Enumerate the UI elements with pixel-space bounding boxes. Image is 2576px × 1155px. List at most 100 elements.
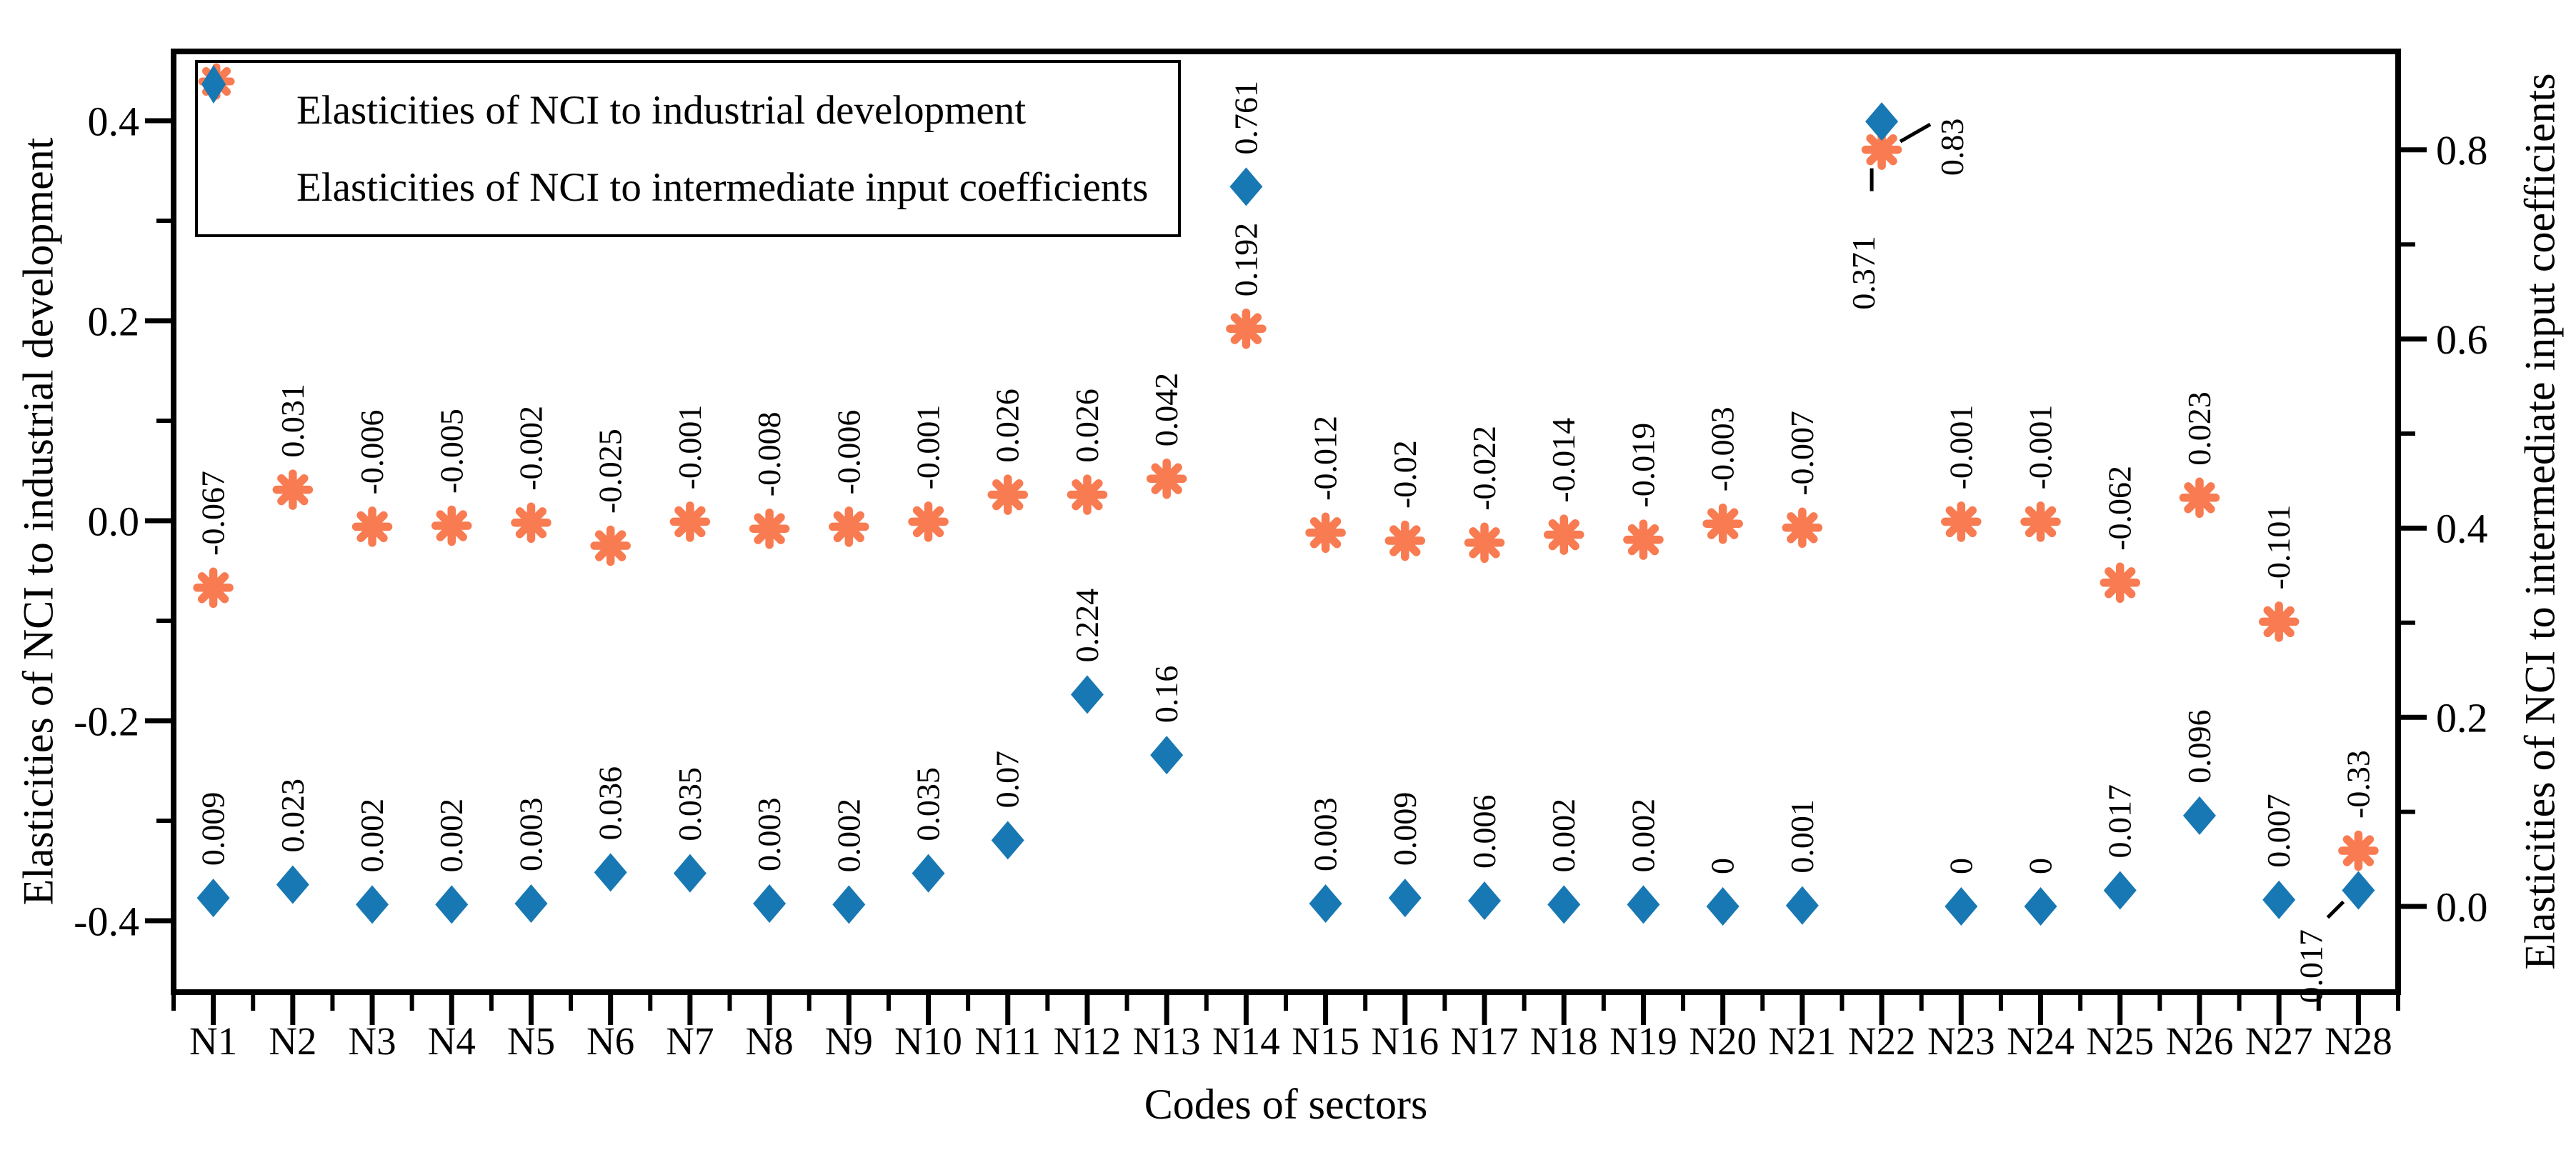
value-label-s1-N6: 0.036 — [592, 766, 629, 841]
marker-intermediate-N16 — [1388, 879, 1422, 918]
right-axis-tick-label: 0.2 — [2436, 695, 2488, 741]
value-label-s0-N2: 0.031 — [274, 384, 311, 458]
marker-industrial-N23 — [1941, 501, 1982, 542]
x-tick-label: N28 — [2325, 1019, 2392, 1063]
marker-industrial-N1 — [193, 567, 234, 609]
value-label-s0-N13: 0.042 — [1148, 373, 1184, 447]
marker-industrial-N21 — [1782, 507, 1823, 549]
marker-intermediate-N1 — [196, 879, 230, 918]
marker-industrial-N12 — [1067, 474, 1108, 515]
value-label-s0-N3: -0.006 — [354, 410, 390, 495]
value-label-s1-N26: 0.096 — [2181, 709, 2217, 784]
value-label-s1-N22: 0.83 — [1934, 119, 1970, 176]
x-tick-label: N6 — [586, 1019, 634, 1063]
marker-industrial-N18 — [1544, 514, 1584, 555]
value-label-s0-N8: -0.008 — [751, 411, 787, 496]
marker-intermediate-N13 — [1150, 736, 1184, 775]
value-label-s0-N19: -0.019 — [1624, 423, 1661, 508]
x-tick-label: N23 — [1927, 1019, 1995, 1063]
legend-label-intermediate: Elasticities of NCI to intermediate inpu… — [296, 164, 1149, 210]
marker-intermediate-N9 — [832, 885, 866, 924]
value-label-s0-N9: -0.006 — [830, 410, 867, 495]
value-label-s1-N19: 0.002 — [1624, 799, 1661, 873]
value-label-s1-N7: 0.035 — [672, 767, 708, 841]
marker-intermediate-N18 — [1547, 885, 1581, 924]
marker-intermediate-N14 — [1229, 167, 1263, 206]
marker-industrial-N10 — [908, 501, 949, 542]
marker-intermediate-N15 — [1309, 884, 1342, 924]
left-axis-tick-label: -0.4 — [74, 898, 139, 944]
marker-intermediate-N3 — [356, 885, 389, 924]
marker-intermediate-N11 — [991, 821, 1024, 860]
left-axis-tick-label: 0.2 — [88, 298, 140, 344]
x-tick-label: N17 — [1451, 1019, 1519, 1063]
leader-line — [2326, 900, 2345, 919]
value-label-s1-N20: 0 — [1704, 858, 1741, 874]
marker-industrial-N17 — [1464, 522, 1505, 564]
value-label-s0-N23: -0.001 — [1942, 405, 1979, 490]
right-axis-tick-label: 0.8 — [2436, 127, 2488, 174]
value-label-s0-N18: -0.014 — [1545, 418, 1582, 503]
right-axis-tick-label: 0.0 — [2436, 884, 2488, 930]
marker-intermediate-N8 — [753, 884, 787, 924]
value-label-s0-N10: -0.001 — [910, 405, 947, 490]
value-label-s0-N4: -0.005 — [433, 409, 469, 494]
marker-intermediate-N20 — [1706, 887, 1739, 926]
leader-line — [1899, 122, 1932, 144]
value-label-s0-N1: -0.067 — [195, 471, 231, 556]
x-tick-label: N15 — [1292, 1019, 1359, 1063]
marker-industrial-N3 — [351, 506, 393, 547]
marker-intermediate-N23 — [1945, 887, 1978, 926]
value-label-s1-N27: 0.007 — [2260, 794, 2297, 868]
x-tick-label: N1 — [189, 1019, 237, 1063]
left-axis-tick-label: 0.0 — [88, 498, 140, 544]
value-label-s0-N21: -0.007 — [1784, 411, 1820, 496]
x-tick-label: N19 — [1609, 1019, 1677, 1063]
value-label-s1-N11: 0.07 — [989, 751, 1026, 809]
x-axis-title: Codes of sectors — [1144, 1081, 1428, 1128]
value-label-s0-N26: 0.023 — [2181, 391, 2217, 466]
x-tick-label: N10 — [894, 1019, 962, 1063]
x-tick-label: N20 — [1689, 1019, 1757, 1063]
marker-industrial-N13 — [1146, 458, 1187, 499]
marker-intermediate-N2 — [276, 865, 309, 904]
value-label-s0-N28: -0.33 — [2340, 750, 2376, 819]
marker-intermediate-N25 — [2103, 871, 2137, 910]
x-tick-label: N22 — [1848, 1019, 1916, 1063]
value-label-s1-N12: 0.224 — [1069, 589, 1105, 663]
value-label-s0-N25: -0.062 — [2102, 466, 2138, 551]
left-axis-tick-label: 0.4 — [88, 98, 140, 144]
marker-intermediate-N4 — [435, 885, 469, 924]
value-label-s1-N3: 0.002 — [354, 799, 390, 873]
marker-intermediate-N12 — [1070, 675, 1104, 714]
x-tick-label: N24 — [2007, 1019, 2075, 1063]
marker-industrial-N6 — [590, 525, 631, 566]
value-label-s1-N4: 0.002 — [433, 799, 469, 873]
x-tick-label: N21 — [1769, 1019, 1837, 1063]
left-axis-title: Elasticities of NCI to industrial develo… — [14, 137, 62, 906]
marker-intermediate-N24 — [2024, 887, 2057, 926]
marker-industrial-N15 — [1305, 512, 1346, 554]
value-label-s1-N5: 0.003 — [512, 798, 549, 872]
value-label-s1-N23: 0 — [1942, 858, 1979, 874]
value-label-s1-N16: 0.009 — [1387, 792, 1423, 866]
x-tick-label: N2 — [269, 1019, 316, 1063]
marker-industrial-N19 — [1623, 519, 1664, 560]
marker-industrial-N2 — [272, 469, 314, 510]
value-label-s1-N15: 0.003 — [1307, 798, 1344, 872]
value-label-s1-N14: 0.761 — [1227, 81, 1264, 155]
value-label-s0-N12: 0.026 — [1069, 389, 1105, 463]
x-tick-label: N9 — [825, 1019, 873, 1063]
x-tick-label: N18 — [1530, 1019, 1598, 1063]
value-label-s0-N7: -0.001 — [672, 405, 708, 490]
value-label-s1-N10: 0.035 — [910, 767, 947, 841]
value-label-s1-N28: 0.017 — [2292, 929, 2329, 1004]
value-label-s0-N20: -0.003 — [1704, 406, 1741, 491]
marker-industrial-N9 — [829, 506, 869, 547]
x-tick-label: N11 — [974, 1019, 1041, 1063]
value-label-s1-N8: 0.003 — [751, 798, 787, 872]
right-axis-title: Elasticities of NCI to intermediate inpu… — [2516, 73, 2564, 970]
value-label-s0-N5: -0.002 — [512, 406, 549, 491]
